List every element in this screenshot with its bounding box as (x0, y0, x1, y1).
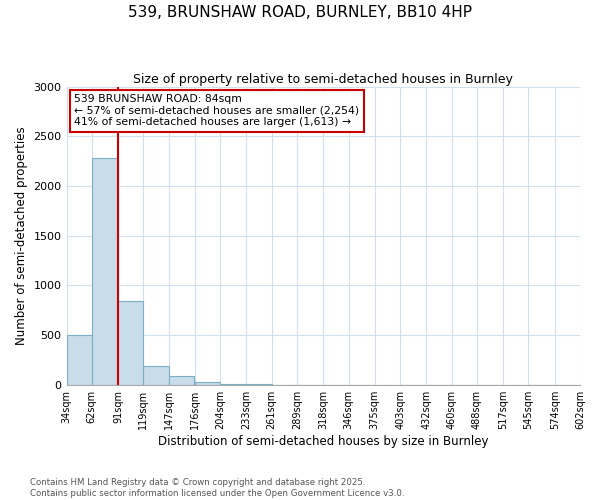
Text: 539 BRUNSHAW ROAD: 84sqm
← 57% of semi-detached houses are smaller (2,254)
41% o: 539 BRUNSHAW ROAD: 84sqm ← 57% of semi-d… (74, 94, 359, 128)
Bar (169, 376, 194, 384)
Bar (92, 158, 117, 384)
Bar (195, 382, 220, 384)
Text: Contains HM Land Registry data © Crown copyright and database right 2025.
Contai: Contains HM Land Registry data © Crown c… (30, 478, 404, 498)
Bar (118, 302, 143, 384)
Y-axis label: Number of semi-detached properties: Number of semi-detached properties (15, 126, 28, 345)
X-axis label: Distribution of semi-detached houses by size in Burnley: Distribution of semi-detached houses by … (158, 434, 488, 448)
Bar (67, 335, 92, 384)
Title: Size of property relative to semi-detached houses in Burnley: Size of property relative to semi-detach… (133, 72, 513, 86)
Text: 539, BRUNSHAW ROAD, BURNLEY, BB10 4HP: 539, BRUNSHAW ROAD, BURNLEY, BB10 4HP (128, 5, 472, 20)
Bar (143, 366, 169, 384)
